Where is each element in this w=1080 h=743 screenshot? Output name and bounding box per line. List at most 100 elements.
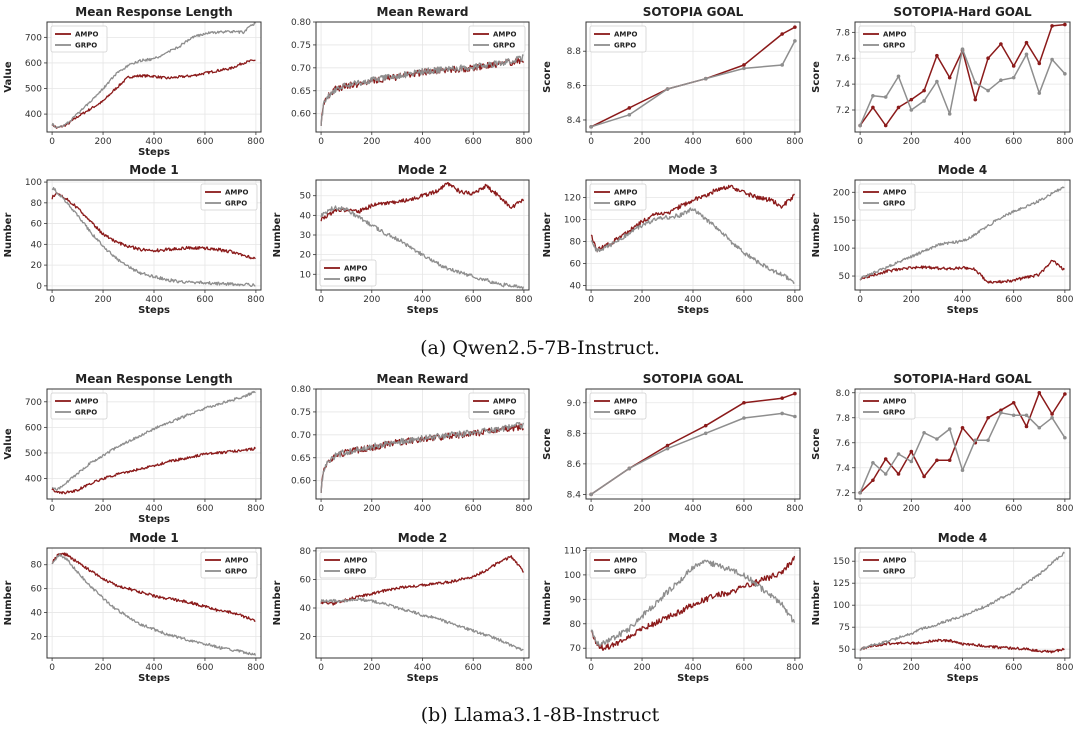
data-point-grpo [793, 39, 797, 43]
x-tick-label: 400 [414, 504, 431, 514]
data-point-ampo [871, 105, 875, 110]
data-point-ampo [909, 449, 914, 454]
data-point-grpo [883, 95, 888, 99]
x-tick-label: 800 [1056, 137, 1073, 147]
data-point-grpo [871, 93, 875, 98]
subplot-title: SOTOPIA GOAL [643, 5, 744, 19]
data-point-grpo [1063, 71, 1067, 76]
y-tick-label: 600 [25, 59, 42, 69]
x-tick-label: 400 [145, 663, 162, 673]
subplot-8: 0 200 400 600 800 50 100 150 200 Mode 4 Steps Numbe… [811, 163, 1074, 316]
legend-label-ampo: AMPO [344, 265, 368, 273]
data-point-grpo [935, 437, 939, 441]
x-tick-label: 200 [903, 137, 920, 147]
legend-label-ampo: AMPO [75, 31, 99, 39]
legend-label-grpo: GRPO [614, 200, 636, 208]
data-point-ampo [909, 97, 914, 102]
y-tick-label: 0.65 [291, 454, 311, 464]
x-tick-label: 0 [49, 137, 55, 147]
y-axis-label: Score [542, 428, 553, 460]
y-tick-label: 8.6 [567, 82, 582, 92]
subplot-title: SOTOPIA-Hard GOAL [893, 372, 1032, 386]
data-point-ampo [883, 123, 888, 128]
x-tick-label: 400 [954, 663, 971, 673]
legend-label-ampo: AMPO [614, 189, 638, 197]
legend-label-ampo: AMPO [493, 398, 517, 406]
legend-label-ampo: AMPO [883, 557, 907, 565]
legend-label-grpo: GRPO [614, 42, 636, 50]
data-point-ampo [780, 32, 784, 36]
y-axis-label: Number [272, 213, 283, 258]
legend-label-grpo: GRPO [75, 42, 97, 50]
x-tick-label: 600 [465, 663, 482, 673]
data-point-grpo [589, 125, 593, 129]
data-point-ampo [986, 415, 990, 420]
y-tick-label: 100 [833, 244, 850, 254]
data-point-grpo [627, 466, 632, 471]
data-point-grpo [973, 81, 978, 85]
x-tick-label: 200 [94, 663, 111, 673]
y-axis-label: Number [542, 213, 553, 258]
data-point-grpo [960, 468, 965, 473]
data-point-grpo [871, 460, 875, 465]
legend-label-ampo: AMPO [493, 31, 517, 39]
subplot-6: 0 200 400 600 800 10 20 30 40 50 Mode 2 Steps Number… [272, 163, 533, 316]
data-point-grpo [896, 452, 901, 456]
y-tick-label: 7.8 [836, 28, 851, 38]
series-line-grpo [51, 22, 256, 129]
x-tick-label: 200 [633, 295, 650, 305]
data-point-ampo [780, 396, 784, 400]
data-point-ampo [1050, 412, 1054, 416]
x-tick-label: 800 [515, 295, 532, 305]
data-point-ampo [1024, 424, 1029, 429]
legend: AMPO GRPO [50, 392, 108, 420]
y-tick-label: 50 [839, 645, 851, 655]
series-line-ampo [51, 552, 256, 622]
data-point-grpo [947, 112, 952, 116]
legend: AMPO GRPO [200, 551, 258, 579]
y-tick-label: 70 [570, 644, 582, 654]
x-tick-label: 600 [735, 504, 752, 514]
data-point-grpo [665, 87, 670, 91]
x-tick-label: 800 [1056, 663, 1073, 673]
subplot-title: Mode 1 [129, 531, 178, 545]
data-point-ampo [935, 53, 939, 58]
subplot-3: 0 200 400 600 800 8.4 8.6 8.8 SOTOPIA GOAL Score A… [542, 5, 804, 147]
data-point-ampo [793, 391, 797, 396]
data-point-ampo [883, 457, 888, 461]
legend: AMPO GRPO [589, 183, 647, 211]
data-point-grpo [1037, 425, 1042, 430]
y-tick-label: 9.0 [567, 399, 582, 409]
data-point-grpo [1037, 91, 1042, 95]
y-tick-label: 7.4 [836, 464, 851, 474]
y-tick-label: 0.60 [291, 110, 311, 120]
legend-label-grpo: GRPO [493, 42, 515, 50]
y-tick-label: 10 [300, 270, 312, 280]
x-axis-label: Steps [138, 147, 170, 158]
x-tick-label: 0 [857, 504, 863, 514]
x-tick-label: 400 [684, 137, 701, 147]
data-point-grpo [1063, 435, 1067, 440]
y-tick-label: 0.70 [291, 64, 311, 74]
series-line-ampo [859, 638, 1065, 654]
data-point-grpo [999, 410, 1003, 415]
data-point-grpo [1024, 413, 1029, 418]
subplot-title: Mean Response Length [75, 372, 232, 386]
subplot-4: 0 200 400 600 800 7.2 7.4 7.6 7.8 SOTOPIA-Hard GO… [811, 5, 1074, 147]
y-tick-label: 7.2 [836, 106, 850, 116]
x-tick-label: 0 [588, 137, 594, 147]
y-tick-label: 20 [300, 251, 312, 261]
y-tick-label: 8.0 [836, 389, 851, 399]
data-point-grpo [999, 78, 1003, 83]
data-point-grpo [986, 88, 990, 93]
legend: AMPO GRPO [589, 25, 647, 53]
x-tick-label: 200 [903, 663, 920, 673]
subplot-title: Mean Response Length [75, 5, 232, 19]
legend-label-grpo: GRPO [493, 409, 515, 417]
subplot-15: 0 200 400 600 800 70 80 90 100 110 Mode 3 Steps Numb… [542, 531, 804, 684]
data-point-grpo [703, 431, 708, 436]
legend: AMPO GRPO [858, 392, 916, 420]
y-tick-label: 500 [25, 449, 42, 459]
y-tick-label: 60 [570, 260, 582, 270]
x-tick-label: 400 [414, 137, 431, 147]
